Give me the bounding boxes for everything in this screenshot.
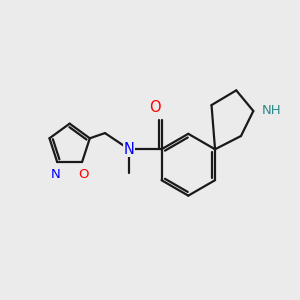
Text: O: O [78,169,89,182]
Text: N: N [51,169,61,182]
Text: O: O [149,100,161,116]
Text: N: N [124,142,135,157]
Text: NH: NH [262,104,281,118]
